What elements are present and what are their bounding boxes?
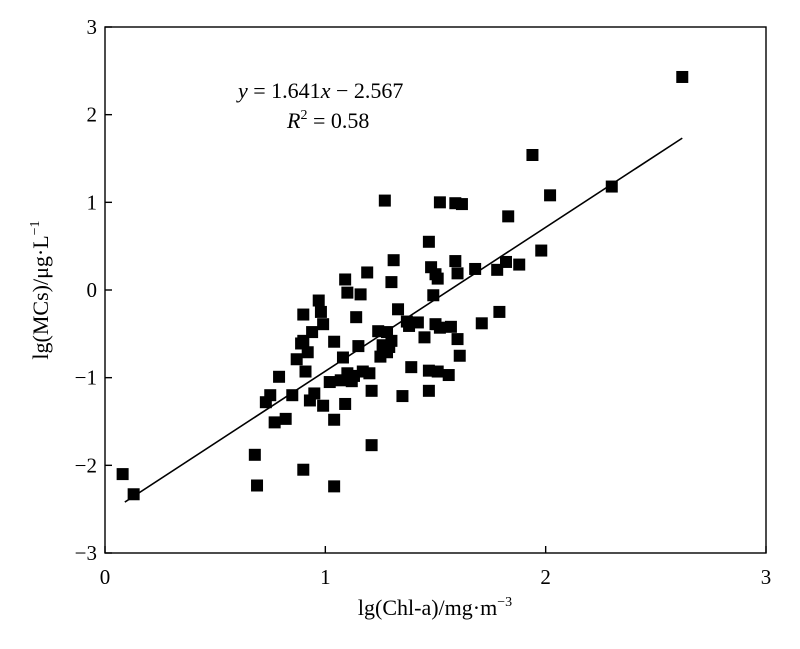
data-point — [286, 389, 299, 402]
data-point — [493, 305, 506, 318]
data-point — [455, 198, 468, 211]
x-axis-title: lg(Chl-a)/mg·m−3 — [358, 595, 512, 620]
data-point — [385, 276, 398, 289]
data-point — [392, 303, 405, 316]
regression-equation: y = 1.641x − 2.567 — [236, 78, 403, 103]
data-point — [433, 321, 446, 334]
data-point — [475, 317, 488, 330]
data-point — [248, 448, 261, 461]
data-point — [451, 267, 464, 280]
data-point — [317, 318, 330, 331]
data-point — [299, 365, 312, 378]
data-point — [676, 70, 689, 83]
data-point — [251, 479, 264, 492]
data-point — [433, 196, 446, 209]
data-point — [308, 387, 321, 400]
data-point — [301, 346, 314, 359]
data-point — [444, 320, 457, 333]
y-tick-label: 3 — [87, 15, 98, 39]
data-point — [290, 353, 303, 366]
r-squared-label: R2 = 0.58 — [286, 108, 369, 133]
y-tick-label: −1 — [75, 366, 97, 390]
data-point — [264, 389, 277, 402]
data-point — [323, 376, 336, 389]
data-point — [422, 384, 435, 397]
data-point — [544, 189, 557, 202]
data-point — [328, 480, 341, 493]
data-point — [361, 266, 374, 279]
data-point — [297, 308, 310, 321]
y-axis-title: lg(MCs)/μg·L−1 — [28, 220, 53, 359]
data-point — [387, 254, 400, 267]
x-tick-label: 2 — [540, 565, 551, 589]
data-point — [427, 289, 440, 302]
x-tick-label: 3 — [761, 565, 772, 589]
data-point — [431, 365, 444, 378]
data-point — [317, 399, 330, 412]
data-point — [431, 272, 444, 285]
data-point — [352, 340, 365, 353]
data-point — [365, 384, 378, 397]
data-point — [385, 334, 398, 347]
data-point — [339, 273, 352, 286]
data-point — [328, 335, 341, 348]
y-tick-label: −3 — [75, 541, 97, 565]
data-point — [350, 311, 363, 324]
data-point — [513, 258, 526, 271]
data-point — [341, 286, 354, 299]
data-point — [127, 488, 140, 501]
data-point — [449, 255, 462, 268]
data-point — [339, 397, 352, 410]
y-tick-label: 1 — [87, 190, 98, 214]
data-point — [405, 361, 418, 374]
data-point — [312, 294, 325, 307]
data-point — [535, 244, 548, 257]
data-point — [469, 262, 482, 275]
data-point — [268, 416, 281, 429]
data-point — [526, 148, 539, 161]
data-point — [297, 463, 310, 476]
data-points — [116, 70, 689, 501]
data-point — [365, 439, 378, 452]
data-point — [500, 255, 513, 268]
data-point — [453, 349, 466, 362]
data-point — [411, 316, 424, 329]
data-point — [502, 210, 515, 223]
data-point — [336, 351, 349, 364]
data-point — [116, 468, 129, 481]
data-point — [273, 370, 286, 383]
data-point — [418, 331, 431, 344]
data-point — [363, 367, 376, 380]
y-tick-label: 0 — [87, 278, 98, 302]
data-point — [422, 235, 435, 248]
x-tick-label: 1 — [320, 565, 331, 589]
data-point — [306, 326, 319, 339]
axis-ticks — [104, 26, 767, 554]
data-point — [451, 333, 464, 346]
data-point — [328, 413, 341, 426]
y-tick-label: −2 — [75, 453, 97, 477]
data-point — [378, 194, 391, 207]
x-tick-label: 0 — [100, 565, 111, 589]
data-point — [396, 390, 409, 403]
data-point — [314, 305, 327, 318]
data-point — [442, 369, 455, 382]
data-point — [605, 180, 618, 193]
data-point — [279, 412, 292, 425]
y-tick-label: 2 — [87, 103, 98, 127]
data-point — [354, 288, 367, 301]
axis-tick-labels: 0 1 2 3 −3 −2 −1 0 1 2 3 — [75, 15, 772, 589]
